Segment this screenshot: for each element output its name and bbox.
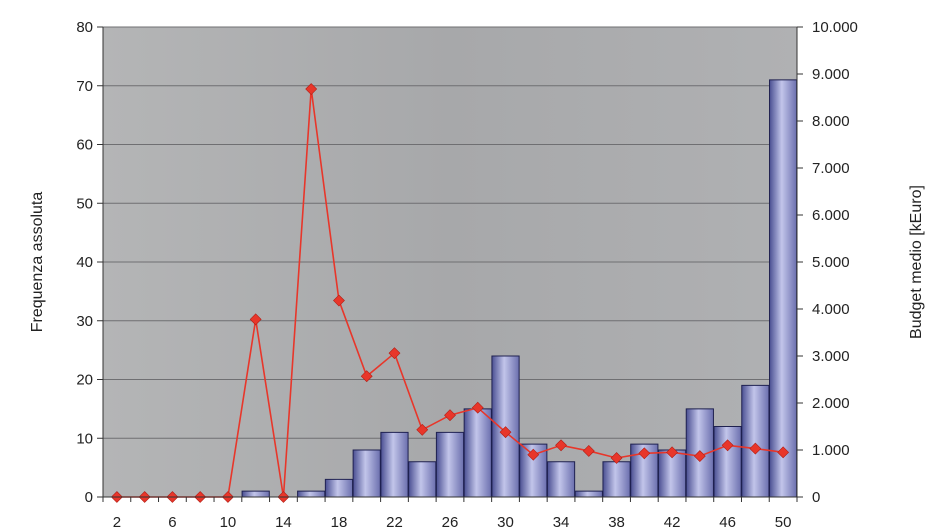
bar — [741, 384, 770, 498]
line-point — [360, 370, 373, 383]
bar — [297, 490, 326, 498]
line-point — [693, 450, 706, 463]
x-tick-label: 34 — [553, 514, 570, 531]
right-tick-label: 9.000 — [812, 66, 850, 83]
bar — [435, 431, 465, 498]
right-tick-label: 1.000 — [812, 442, 850, 459]
x-tick-label: 6 — [168, 514, 176, 531]
line-point — [249, 313, 262, 326]
left-tick-label: 70 — [76, 78, 93, 95]
bar — [602, 461, 631, 498]
right-axis-ticks: 0 1.000 2.000 3.000 4.000 5.000 6.000 7.000 8.00… — [797, 19, 858, 506]
gridlines — [103, 26, 797, 439]
line-point — [666, 446, 679, 459]
bar — [546, 461, 576, 498]
x-tick-label: 18 — [331, 514, 348, 531]
line-point — [777, 446, 790, 459]
bar — [324, 478, 354, 498]
bar — [380, 431, 409, 498]
x-tick-label: 38 — [608, 514, 625, 531]
x-tick-label: 2 — [113, 514, 121, 531]
bar — [769, 79, 798, 498]
x-tick-label: 14 — [275, 514, 292, 531]
line-point — [416, 423, 429, 436]
left-axis-title: Frequenza assoluta — [29, 192, 46, 333]
x-tick-label: 10 — [220, 514, 237, 531]
left-tick-label: 20 — [76, 372, 93, 389]
left-tick-label: 40 — [76, 254, 93, 271]
x-tick-label: 46 — [719, 514, 736, 531]
bar — [463, 408, 492, 498]
x-tick-label: 50 — [775, 514, 792, 531]
left-tick-label: 0 — [85, 489, 93, 506]
line-point — [555, 439, 567, 452]
left-tick-label: 50 — [76, 195, 93, 212]
right-tick-label: 10.000 — [812, 19, 858, 36]
left-tick-label: 30 — [76, 313, 93, 330]
bar — [241, 490, 270, 498]
right-tick-label: 3.000 — [812, 348, 850, 365]
right-tick-label: 5.000 — [812, 254, 850, 271]
x-tick-label: 26 — [442, 514, 459, 531]
right-tick-label: 0 — [812, 489, 820, 506]
right-tick-label: 4.000 — [812, 301, 850, 318]
bar — [408, 461, 437, 498]
line-point — [471, 401, 484, 414]
line-point — [527, 448, 540, 461]
line-point — [610, 452, 623, 464]
bar — [574, 490, 603, 498]
x-axis-ticks: 2 6 10 14 18 22 26 30 34 38 42 46 50 — [102, 497, 798, 531]
line-point — [582, 445, 595, 457]
x-tick-label: 30 — [497, 514, 514, 531]
right-tick-label: 7.000 — [812, 160, 850, 177]
right-tick-label: 8.000 — [812, 113, 850, 130]
line-point — [444, 409, 456, 422]
line-point — [499, 426, 512, 439]
right-tick-label: 6.000 — [812, 207, 850, 224]
line-point — [305, 83, 318, 95]
line-point — [388, 347, 401, 360]
left-tick-label: 10 — [76, 430, 93, 447]
line-point — [333, 294, 345, 307]
left-tick-label: 60 — [76, 137, 93, 154]
bar — [713, 426, 742, 498]
right-axis-title: Budget medio [kEuro] — [908, 185, 925, 339]
line-point — [749, 442, 762, 455]
x-tick-label: 42 — [664, 514, 681, 531]
right-tick-label: 2.000 — [812, 395, 850, 412]
line-point — [721, 439, 734, 452]
left-axis-ticks: 0 10 20 30 40 50 60 70 80 — [76, 19, 103, 506]
bar — [352, 449, 381, 498]
line-point — [638, 447, 651, 460]
x-tick-label: 22 — [386, 514, 403, 531]
left-tick-label: 80 — [76, 19, 93, 36]
